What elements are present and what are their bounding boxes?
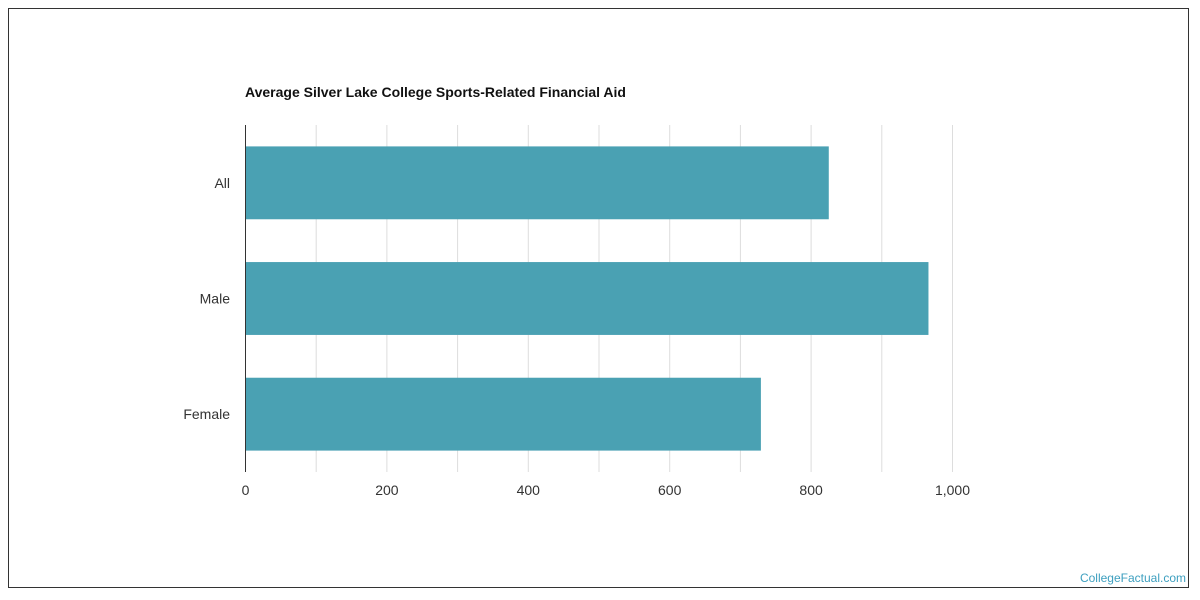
y-axis-labels: All Male Female (183, 175, 230, 422)
x-tick-label: 400 (517, 482, 541, 498)
category-label-male: Male (200, 291, 231, 307)
x-tick-label: 800 (799, 482, 823, 498)
x-tick-label: 1,000 (935, 482, 970, 498)
bar-all[interactable] (245, 146, 829, 220)
bar-male[interactable] (245, 262, 929, 335)
x-axis-labels: 0 200 400 600 800 1,000 (242, 482, 971, 498)
category-label-all: All (214, 175, 230, 191)
x-tick-label: 600 (658, 482, 682, 498)
bar-female[interactable] (245, 377, 761, 451)
x-tick-label: 200 (375, 482, 399, 498)
chart-title: Average Silver Lake College Sports-Relat… (245, 84, 626, 100)
x-tick-label: 0 (242, 482, 250, 498)
category-label-female: Female (183, 406, 230, 422)
bars (245, 146, 929, 451)
watermark: CollegeFactual.com (1079, 571, 1186, 585)
